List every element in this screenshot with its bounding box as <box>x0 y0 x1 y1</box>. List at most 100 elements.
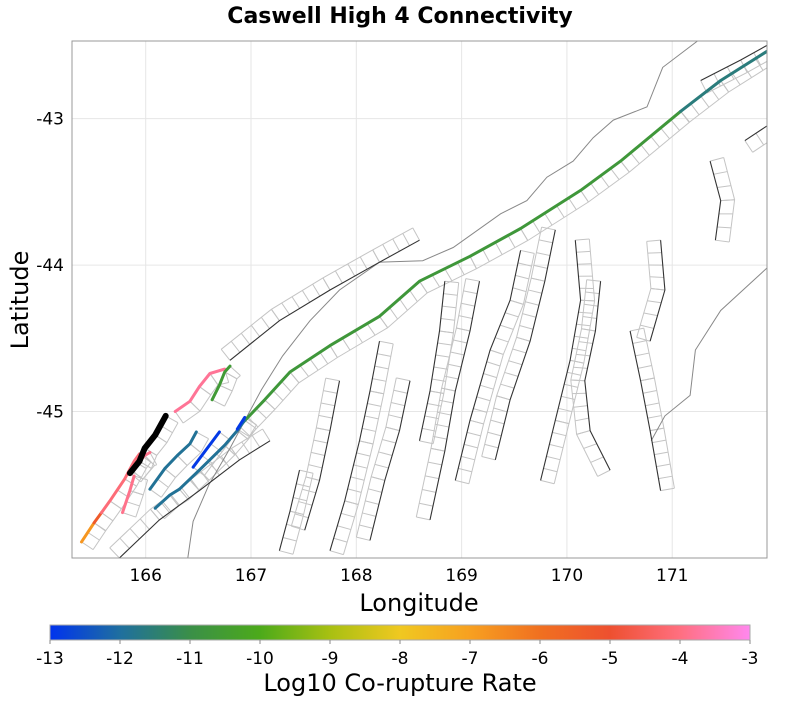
fault-mesh-rung <box>549 443 564 449</box>
fault-mesh-rung <box>176 455 188 466</box>
fault-mesh-rung <box>541 226 556 231</box>
fault-mesh-rung <box>466 431 481 437</box>
fault-mesh-edge <box>706 60 767 94</box>
fault-mesh-rung <box>422 489 437 493</box>
fault-mesh-rung <box>220 349 231 361</box>
fault-mesh-rung <box>516 336 531 342</box>
fault-mesh-rung <box>455 479 470 485</box>
fault-mesh-rung <box>87 531 100 541</box>
fault-mesh-rung <box>272 390 284 401</box>
fault-mesh-rung <box>484 443 499 449</box>
corupture-fault-coastal-orange <box>80 521 96 544</box>
colorbar-tick-label: -3 <box>742 649 759 669</box>
fault-mesh-rung <box>260 317 270 329</box>
fault-mesh-rung <box>359 524 374 529</box>
fault-mesh-rung <box>717 185 732 188</box>
fault-mesh-rung <box>743 65 752 78</box>
colorbar-ticks: -13 -12 -11 -10 -9 -8 -7 -6 -5 -4 -3 <box>36 640 758 669</box>
fault-mesh-rung <box>717 226 732 229</box>
fault-mesh-rung <box>379 340 394 345</box>
fault-mesh-rung <box>584 303 599 307</box>
fault-mesh-rung <box>362 427 376 432</box>
fault-mesh-rung <box>224 371 238 380</box>
fault-mesh-rung <box>447 363 462 368</box>
fault-mesh-rung <box>149 452 158 466</box>
fault-mesh-rung <box>305 476 320 481</box>
fault-mesh-rung <box>389 307 398 320</box>
fault-trace <box>700 44 767 81</box>
fault-mesh-rung <box>512 287 527 293</box>
fault-mesh-rung <box>293 496 307 502</box>
fault-mesh-rung <box>453 339 468 344</box>
fault-mesh-rung <box>652 439 667 444</box>
corupture-fault-alpine-fault-south <box>237 109 683 428</box>
map-layer <box>80 41 767 558</box>
fault-mesh-rung <box>590 456 604 463</box>
fault-mesh-rung <box>419 280 428 294</box>
fault-mesh-rung <box>109 500 122 510</box>
fault-mesh-rung <box>240 333 251 345</box>
fault-mesh-rung <box>196 431 209 440</box>
fault-mesh-rung <box>640 324 654 329</box>
fault-mesh-rung <box>329 345 338 358</box>
fault-mesh-rung <box>289 371 300 384</box>
fault-mesh-rung <box>647 252 662 254</box>
corupture-fault-blue-1 <box>191 430 221 469</box>
fault-mesh-rung <box>544 212 553 226</box>
fault-mesh-rung <box>211 399 225 407</box>
fault-mesh-rung <box>575 238 590 241</box>
colorbar-tick-label: -4 <box>672 649 689 669</box>
rupture-mesh <box>154 419 257 519</box>
corupture-fault-alpine-fault-north <box>679 49 767 113</box>
fault-mesh-rung <box>543 467 558 473</box>
fault-mesh-rung <box>122 512 136 518</box>
fault-mesh-rung <box>710 157 724 162</box>
fault-mesh-rung <box>124 478 137 487</box>
fault-mesh <box>636 239 665 342</box>
fault-mesh-rung <box>385 426 400 432</box>
fault-mesh-rung <box>710 87 720 100</box>
fault-mesh-rung <box>279 550 294 555</box>
fault-mesh-rung <box>636 336 651 342</box>
fault-mesh-rung <box>520 228 529 241</box>
fault-mesh-edge <box>140 422 179 483</box>
fault-mesh-rung <box>500 383 515 389</box>
fault-mesh-rung <box>435 354 450 358</box>
rupture-mesh <box>93 512 114 532</box>
fault-mesh-rung <box>443 293 458 296</box>
fault-mesh-rung <box>286 523 301 529</box>
fault-mesh-rung <box>460 302 475 307</box>
fault-mesh-rung <box>169 494 179 507</box>
fault-mesh-rung <box>504 371 519 377</box>
fault-trace <box>744 125 767 142</box>
y-axis-label: Latitude <box>6 251 34 350</box>
fault-mesh-edge <box>105 520 114 532</box>
fault-mesh-edge <box>248 424 257 437</box>
fault-mesh-rung <box>149 488 162 498</box>
fault-mesh-rung <box>494 242 503 255</box>
fault-mesh-rung <box>486 361 501 367</box>
fault-mesh-rung <box>700 95 710 108</box>
fault-mesh-rung <box>419 440 434 445</box>
fault-mesh-rung <box>437 411 452 416</box>
colorbar-tick-label: -11 <box>176 649 204 669</box>
fault-mesh-rung <box>713 73 721 87</box>
fault-mesh-rung <box>496 395 511 401</box>
fault-mesh-rung <box>656 463 671 468</box>
fault-mesh-rung <box>610 168 620 180</box>
fault-mesh-rung <box>582 316 597 320</box>
chart-title: Caswell High 4 Connectivity <box>227 4 572 29</box>
gridlines <box>72 41 767 558</box>
fault-mesh-edge <box>342 343 394 555</box>
fault-mesh-rung <box>650 135 660 148</box>
fault-mesh-rung <box>422 427 436 432</box>
fault-trace <box>540 240 582 481</box>
fault-mesh-rung <box>391 402 405 407</box>
fault-mesh-rung <box>369 390 384 395</box>
x-tick-label: 171 <box>656 566 688 586</box>
fault-mesh-rung <box>262 428 271 442</box>
fault-mesh-rung <box>109 547 120 558</box>
fault-mesh-rung <box>364 415 379 420</box>
fault-mesh-rung <box>318 414 333 419</box>
fault-mesh-rung <box>209 373 219 386</box>
